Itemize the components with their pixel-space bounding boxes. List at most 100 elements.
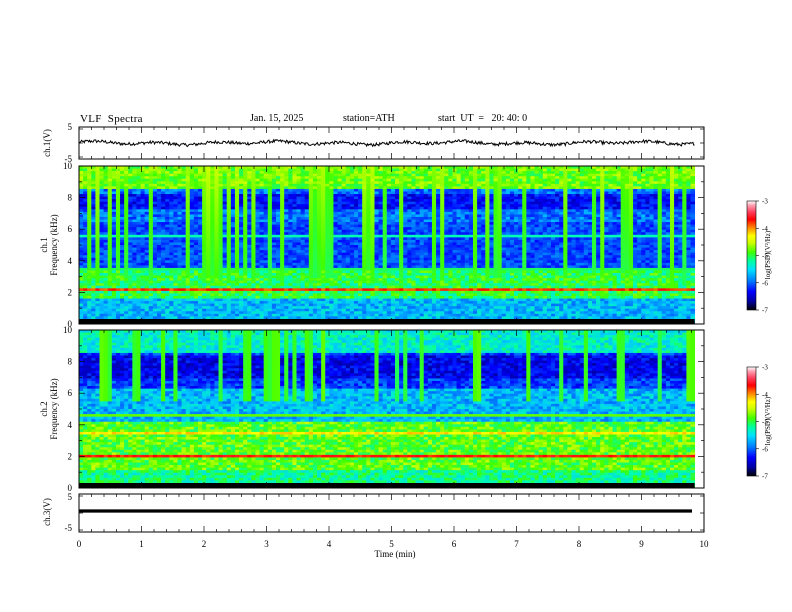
spectrogram-cell	[128, 306, 133, 309]
spectrogram-cell	[128, 278, 133, 281]
spectrogram-cell	[223, 176, 228, 179]
spectrogram-cell	[87, 225, 92, 228]
spectrogram-cell	[100, 304, 105, 307]
spectrogram-cell	[104, 314, 109, 317]
spectrogram-cell	[194, 199, 199, 202]
spectrogram-cell	[104, 220, 109, 223]
spectrogram-cell	[128, 202, 133, 205]
spectrogram-cell	[210, 194, 215, 197]
spectrogram-cell	[136, 184, 141, 187]
spectrogram-cell	[79, 270, 84, 273]
spectrogram-cell	[149, 191, 154, 194]
spectrogram-cell	[182, 176, 187, 179]
spectrogram-cell	[132, 311, 137, 314]
spectrogram-cell	[190, 301, 195, 304]
spectrogram-cell	[141, 199, 146, 202]
spectrogram-cell	[83, 248, 88, 251]
spectrogram-cell	[186, 306, 191, 309]
spectrogram-cell	[149, 296, 154, 299]
spectrogram-cell	[124, 194, 128, 197]
spectrogram-cell	[194, 306, 199, 309]
spectrogram-cell	[104, 283, 109, 286]
spectrogram-cell	[124, 225, 128, 228]
spectrogram-cell	[190, 204, 195, 207]
spectrogram-cell	[112, 316, 117, 319]
spectrogram-cell	[132, 169, 137, 172]
spectrogram-cell	[206, 265, 211, 268]
spectrogram-cell	[210, 309, 215, 312]
spectrogram-cell	[169, 230, 174, 233]
spectrogram-cell	[161, 207, 166, 210]
spectrogram-cell	[91, 281, 96, 284]
spectrogram-cell	[198, 250, 203, 253]
spectrogram-cell	[149, 299, 154, 302]
spectrogram-cell	[108, 220, 113, 223]
spectrogram-cell	[112, 253, 117, 256]
spectrogram-cell	[136, 316, 141, 319]
spectrogram-cell	[145, 253, 150, 256]
spectrogram-cell	[141, 202, 146, 205]
spectrogram-cell	[132, 265, 137, 268]
spectrogram-cell	[145, 189, 150, 192]
spectrogram-cell	[214, 288, 219, 291]
spectrogram-cell	[136, 278, 141, 281]
spectrogram-cell	[120, 235, 125, 238]
spectrogram-cell	[178, 232, 183, 235]
spectrogram-cell	[120, 217, 125, 220]
spectrogram-cell	[219, 214, 224, 217]
spectrogram-cell	[100, 227, 105, 230]
spectrogram-cell	[149, 214, 154, 217]
spectrogram-cell	[182, 217, 187, 220]
spectrogram-cell	[169, 288, 174, 291]
spectrogram-cell	[116, 306, 121, 309]
spectrogram-cell	[120, 306, 125, 309]
spectrogram-cell	[153, 240, 158, 243]
spectrogram-cell	[219, 273, 224, 276]
spectrogram-cell	[219, 197, 224, 200]
spectrogram-cell	[132, 263, 137, 266]
spectrogram-cell	[91, 194, 96, 197]
spectrogram-cell	[136, 258, 141, 261]
spectrogram-cell	[186, 309, 191, 312]
spectrogram-cell	[182, 311, 187, 314]
spectrogram-cell	[132, 212, 137, 215]
spectrogram-cell	[112, 212, 117, 215]
spectrogram-cell	[136, 217, 141, 220]
spectrogram-cell	[206, 194, 211, 197]
spectrogram-cell	[145, 255, 150, 258]
spectrogram-cell	[141, 191, 146, 194]
spectrogram-cell	[100, 253, 105, 256]
spectrogram-cell	[141, 181, 146, 184]
spectrogram-cell	[112, 314, 117, 317]
spectrogram-cell	[91, 309, 96, 312]
spectrogram-cell	[161, 248, 166, 251]
spectrogram-cell	[112, 283, 117, 286]
spectrogram-cell	[95, 225, 100, 228]
spectrogram-cell	[153, 179, 158, 182]
spectrogram-cell	[141, 240, 146, 243]
spectrogram-cell	[157, 191, 162, 194]
spectrogram-cell	[100, 258, 105, 261]
spectrogram-cell	[132, 248, 137, 251]
spectrogram-cell	[124, 209, 128, 212]
spectrogram-cell	[149, 291, 154, 294]
spectrogram-cell	[210, 276, 215, 279]
spectrogram-cell	[79, 278, 84, 281]
spectrogram-cell	[83, 283, 88, 286]
spectrogram-cell	[210, 227, 215, 230]
spectrogram-cell	[104, 176, 109, 179]
spectrogram-cell	[186, 174, 191, 177]
spectrogram-cell	[116, 220, 121, 223]
spectrogram-cell	[173, 220, 178, 223]
spectrogram-cell	[206, 227, 211, 230]
spectrogram-cell	[210, 250, 215, 253]
spectrogram-cell	[104, 270, 109, 273]
spectrogram-cell	[104, 197, 109, 200]
spectrogram-cell	[104, 186, 109, 189]
spectrogram-cell	[116, 273, 121, 276]
spectrogram-cell	[194, 263, 199, 266]
spectrogram-cell	[145, 171, 150, 174]
spectrogram-cell	[145, 316, 150, 319]
spectrogram-cell	[169, 255, 174, 258]
spectrogram-cell	[128, 276, 133, 279]
